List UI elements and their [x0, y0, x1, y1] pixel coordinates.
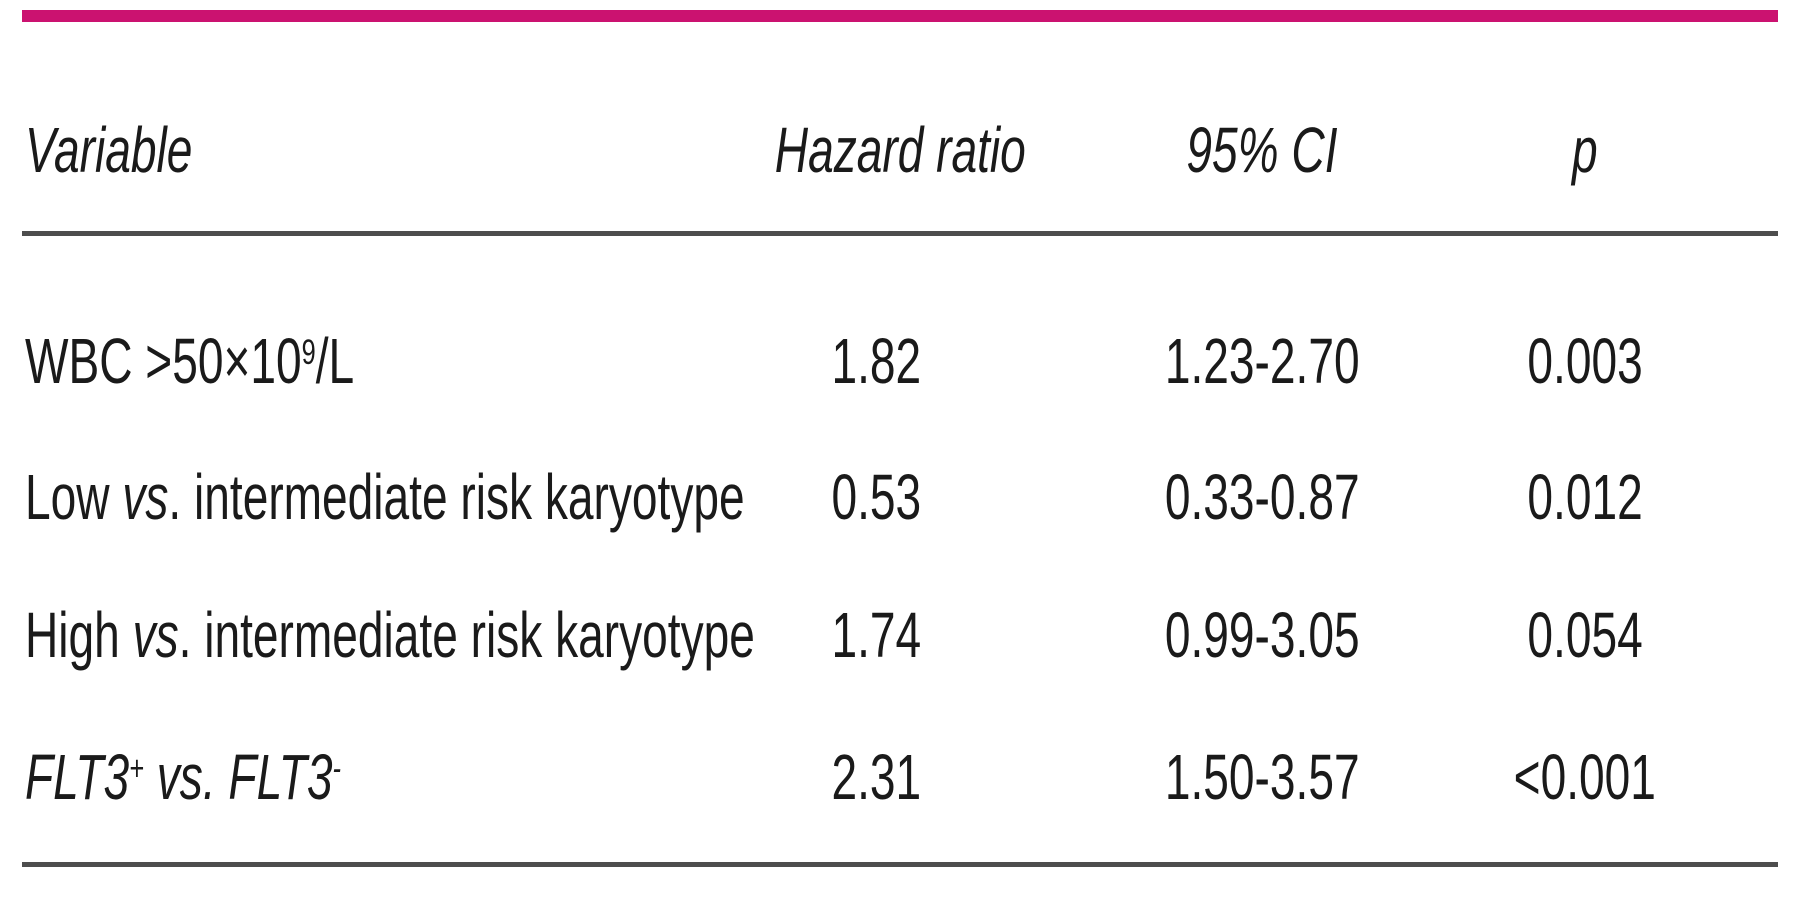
- cell-95ci: 1.50-3.57: [1164, 741, 1360, 813]
- column-header-hazard-ratio: Hazard ratio: [726, 114, 1026, 186]
- cell-hazard-ratio: 1.82: [831, 325, 921, 397]
- cell-95ci: 1.23-2.70: [1164, 325, 1360, 397]
- top-accent-rule: [22, 10, 1778, 22]
- variable-label: WBC >50×109/L: [25, 325, 355, 397]
- cell-p-value: 0.003: [1527, 325, 1643, 397]
- variable-label: Low vs. intermediate risk karyotype: [25, 461, 745, 533]
- cell-p-value: <0.001: [1513, 741, 1657, 813]
- column-header-hazard-ratio-label: Hazard ratio: [774, 114, 1026, 186]
- cell-hazard-ratio: 0.53: [831, 461, 921, 533]
- cell-hazard-ratio: 1.74: [831, 599, 921, 671]
- cell-p-value: 0.054: [1527, 599, 1643, 671]
- cell-95ci: 0.99-3.05: [1164, 599, 1360, 671]
- header-rule: [22, 231, 1778, 236]
- column-header-95ci: 95% CI: [1112, 114, 1412, 186]
- column-header-variable-label: Variable: [25, 114, 193, 186]
- cell-95ci: 0.33-0.87: [1164, 461, 1360, 533]
- cell-variable: FLT3+ vs. FLT3-: [25, 741, 885, 813]
- column-header-p-label: p: [1572, 114, 1598, 186]
- column-header-p: p: [1435, 114, 1735, 186]
- cell-variable: WBC >50×109/L: [25, 325, 885, 397]
- cell-p-value: 0.012: [1527, 461, 1643, 533]
- cell-variable: High vs. intermediate risk karyotype: [25, 599, 885, 671]
- variable-label: High vs. intermediate risk karyotype: [25, 599, 755, 671]
- column-header-variable: Variable: [25, 114, 885, 186]
- variable-label: FLT3+ vs. FLT3-: [25, 741, 341, 813]
- cell-variable: Low vs. intermediate risk karyotype: [25, 461, 885, 533]
- column-header-95ci-label: 95% CI: [1186, 114, 1338, 186]
- cell-hazard-ratio: 2.31: [831, 741, 921, 813]
- bottom-rule: [22, 862, 1778, 867]
